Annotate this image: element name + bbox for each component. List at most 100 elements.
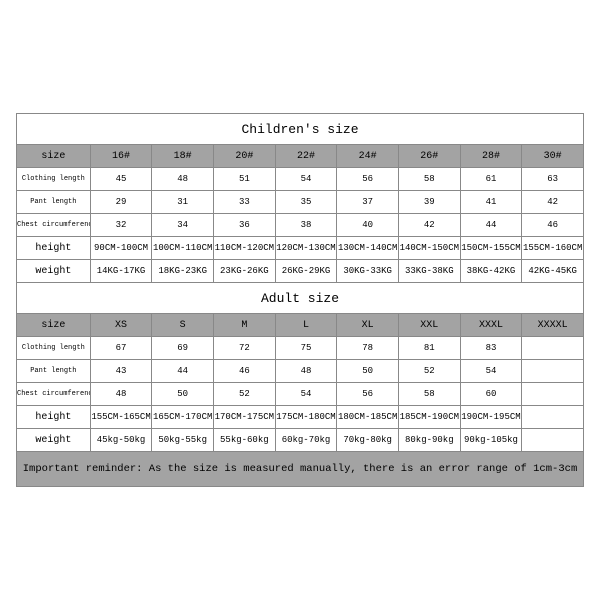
cell — [522, 360, 584, 383]
cell: 36 — [214, 214, 276, 237]
cell: 42 — [522, 191, 584, 214]
cell: 48 — [152, 168, 214, 191]
cell — [522, 429, 584, 452]
children-header-1: 16# — [90, 145, 152, 168]
cell: 33 — [214, 191, 276, 214]
cell: 175CM-180CM — [275, 406, 337, 429]
cell: 50kg-55kg — [152, 429, 214, 452]
cell: 26KG-29KG — [275, 260, 337, 283]
children-header-3: 20# — [214, 145, 276, 168]
adult-header-row: size XS S M L XL XXL XXXL XXXXL — [17, 314, 584, 337]
adult-title-row: Adult size — [17, 283, 584, 314]
cell: 75 — [275, 337, 337, 360]
row-label: Chest circumference 1/2 — [17, 214, 91, 237]
table-row: weight 14KG-17KG 18KG-23KG 23KG-26KG 26K… — [17, 260, 584, 283]
cell: 69 — [152, 337, 214, 360]
cell: 14KG-17KG — [90, 260, 152, 283]
adult-header-0: size — [17, 314, 91, 337]
row-label: height — [17, 406, 91, 429]
cell: 40 — [337, 214, 399, 237]
cell: 35 — [275, 191, 337, 214]
table-row: Clothing length 67 69 72 75 78 81 83 — [17, 337, 584, 360]
cell: 55kg-60kg — [214, 429, 276, 452]
row-label: Chest circumference 1/2 — [17, 383, 91, 406]
children-header-5: 24# — [337, 145, 399, 168]
cell: 45kg-50kg — [90, 429, 152, 452]
cell: 39 — [398, 191, 460, 214]
cell: 70kg-80kg — [337, 429, 399, 452]
adult-header-1: XS — [90, 314, 152, 337]
row-label: Clothing length — [17, 168, 91, 191]
cell: 48 — [90, 383, 152, 406]
cell — [522, 383, 584, 406]
cell: 54 — [275, 168, 337, 191]
cell: 41 — [460, 191, 522, 214]
adult-header-5: XL — [337, 314, 399, 337]
cell: 90kg-105kg — [460, 429, 522, 452]
children-header-0: size — [17, 145, 91, 168]
reminder-text: Important reminder: As the size is measu… — [17, 452, 584, 487]
cell: 29 — [90, 191, 152, 214]
row-label: weight — [17, 260, 91, 283]
cell: 58 — [398, 168, 460, 191]
cell: 34 — [152, 214, 214, 237]
cell: 150CM-155CM — [460, 237, 522, 260]
cell: 50 — [152, 383, 214, 406]
cell: 60 — [460, 383, 522, 406]
table-row: height 155CM-165CM 165CM-170CM 170CM-175… — [17, 406, 584, 429]
reminder-row: Important reminder: As the size is measu… — [17, 452, 584, 487]
cell: 56 — [337, 383, 399, 406]
table-row: Pant length 43 44 46 48 50 52 54 — [17, 360, 584, 383]
cell: 190CM-195CM — [460, 406, 522, 429]
children-header-2: 18# — [152, 145, 214, 168]
cell: 38KG-42KG — [460, 260, 522, 283]
table-row: Chest circumference 1/2 32 34 36 38 40 4… — [17, 214, 584, 237]
cell: 155CM-160CM — [522, 237, 584, 260]
children-title: Children's size — [17, 114, 584, 145]
cell: 42KG-45KG — [522, 260, 584, 283]
adult-header-3: M — [214, 314, 276, 337]
table-row: weight 45kg-50kg 50kg-55kg 55kg-60kg 60k… — [17, 429, 584, 452]
cell: 54 — [460, 360, 522, 383]
cell: 38 — [275, 214, 337, 237]
cell: 48 — [275, 360, 337, 383]
cell: 52 — [214, 383, 276, 406]
cell: 46 — [522, 214, 584, 237]
cell: 63 — [522, 168, 584, 191]
row-label: weight — [17, 429, 91, 452]
row-label: Clothing length — [17, 337, 91, 360]
row-label: Pant length — [17, 191, 91, 214]
cell: 43 — [90, 360, 152, 383]
table-row: height 90CM-100CM 100CM-110CM 110CM-120C… — [17, 237, 584, 260]
table-row: Chest circumference 1/2 48 50 52 54 56 5… — [17, 383, 584, 406]
cell: 44 — [152, 360, 214, 383]
cell: 60kg-70kg — [275, 429, 337, 452]
cell: 90CM-100CM — [90, 237, 152, 260]
cell: 54 — [275, 383, 337, 406]
cell: 58 — [398, 383, 460, 406]
cell: 67 — [90, 337, 152, 360]
children-header-7: 28# — [460, 145, 522, 168]
cell: 61 — [460, 168, 522, 191]
cell: 120CM-130CM — [275, 237, 337, 260]
adult-header-2: S — [152, 314, 214, 337]
cell: 110CM-120CM — [214, 237, 276, 260]
cell — [522, 406, 584, 429]
size-chart: Children's size size 16# 18# 20# 22# 24#… — [16, 113, 584, 487]
cell: 45 — [90, 168, 152, 191]
cell: 130CM-140CM — [337, 237, 399, 260]
cell: 44 — [460, 214, 522, 237]
cell: 81 — [398, 337, 460, 360]
row-label: height — [17, 237, 91, 260]
cell: 18KG-23KG — [152, 260, 214, 283]
cell: 30KG-33KG — [337, 260, 399, 283]
cell: 50 — [337, 360, 399, 383]
cell: 23KG-26KG — [214, 260, 276, 283]
children-header-6: 26# — [398, 145, 460, 168]
cell: 180CM-185CM — [337, 406, 399, 429]
cell — [522, 337, 584, 360]
row-label: Pant length — [17, 360, 91, 383]
cell: 46 — [214, 360, 276, 383]
cell: 83 — [460, 337, 522, 360]
cell: 170CM-175CM — [214, 406, 276, 429]
